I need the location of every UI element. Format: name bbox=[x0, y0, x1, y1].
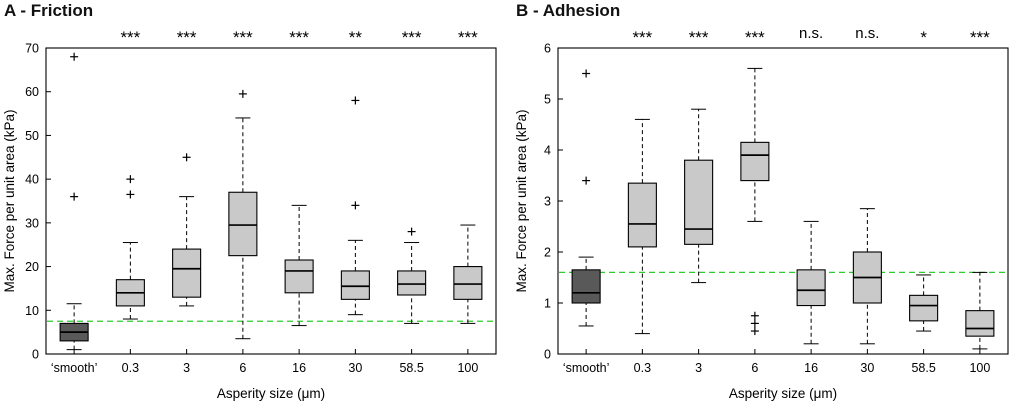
boxplot-friction: 0 10 20 30 40 50 60 70 ‘smooth’ 0.3 3 6 16 30 58.5 100 *… bbox=[2, 28, 497, 401]
svg-text:100: 100 bbox=[457, 361, 478, 375]
svg-text:5: 5 bbox=[544, 93, 551, 107]
svg-text:***: *** bbox=[458, 28, 478, 47]
svg-text:‘smooth’: ‘smooth’ bbox=[51, 361, 98, 375]
svg-text:3: 3 bbox=[544, 195, 551, 209]
svg-text:30: 30 bbox=[860, 361, 874, 375]
svg-text:Max. Force per unit area (kPa): Max. Force per unit area (kPa) bbox=[2, 109, 17, 292]
svg-text:58.5: 58.5 bbox=[399, 361, 423, 375]
svg-text:***: *** bbox=[689, 28, 709, 47]
panel-adhesion: B - Adhesion 0 1 2 3 4 5 6 ‘smooth’ 0.3 3 6 16 30 58.… bbox=[512, 0, 1024, 416]
svg-text:**: ** bbox=[349, 28, 363, 47]
svg-text:1: 1 bbox=[544, 297, 551, 311]
svg-text:0: 0 bbox=[544, 348, 551, 362]
svg-text:0: 0 bbox=[32, 348, 39, 362]
svg-text:n.s.: n.s. bbox=[799, 25, 823, 42]
svg-text:***: *** bbox=[745, 28, 765, 47]
svg-text:Asperity size (μm): Asperity size (μm) bbox=[729, 386, 837, 401]
svg-text:***: *** bbox=[233, 28, 253, 47]
svg-text:6: 6 bbox=[544, 42, 551, 56]
svg-text:0.3: 0.3 bbox=[634, 361, 651, 375]
svg-text:30: 30 bbox=[25, 216, 39, 230]
svg-text:***: *** bbox=[289, 28, 309, 47]
svg-text:16: 16 bbox=[804, 361, 818, 375]
svg-text:Max. Force per unit area (kPa): Max. Force per unit area (kPa) bbox=[514, 109, 529, 292]
svg-text:60: 60 bbox=[25, 85, 39, 99]
svg-text:100: 100 bbox=[969, 361, 990, 375]
svg-text:30: 30 bbox=[348, 361, 362, 375]
svg-text:***: *** bbox=[120, 28, 140, 47]
svg-text:0.3: 0.3 bbox=[122, 361, 139, 375]
panel-title-friction: A - Friction bbox=[4, 1, 94, 20]
svg-text:50: 50 bbox=[25, 129, 39, 143]
svg-text:*: * bbox=[920, 28, 927, 47]
svg-text:3: 3 bbox=[183, 361, 190, 375]
panel-friction: A - Friction 0 10 20 30 40 50 60 70 ‘smooth’ 0.3 3… bbox=[2, 1, 497, 401]
svg-text:70: 70 bbox=[25, 42, 39, 56]
svg-text:6: 6 bbox=[751, 361, 758, 375]
svg-text:‘smooth’: ‘smooth’ bbox=[563, 361, 610, 375]
svg-text:6: 6 bbox=[239, 361, 246, 375]
svg-text:3: 3 bbox=[695, 361, 702, 375]
svg-text:58.5: 58.5 bbox=[911, 361, 935, 375]
svg-text:***: *** bbox=[177, 28, 197, 47]
svg-text:Asperity size (μm): Asperity size (μm) bbox=[217, 386, 325, 401]
svg-text:16: 16 bbox=[292, 361, 306, 375]
svg-text:40: 40 bbox=[25, 173, 39, 187]
svg-text:20: 20 bbox=[25, 260, 39, 274]
panel-title-adhesion: B - Adhesion bbox=[516, 1, 621, 20]
svg-text:4: 4 bbox=[544, 144, 551, 158]
svg-text:10: 10 bbox=[25, 304, 39, 318]
svg-text:***: *** bbox=[970, 28, 990, 47]
svg-text:***: *** bbox=[632, 28, 652, 47]
svg-text:n.s.: n.s. bbox=[855, 25, 879, 42]
svg-text:2: 2 bbox=[544, 246, 551, 260]
svg-text:***: *** bbox=[402, 28, 422, 47]
